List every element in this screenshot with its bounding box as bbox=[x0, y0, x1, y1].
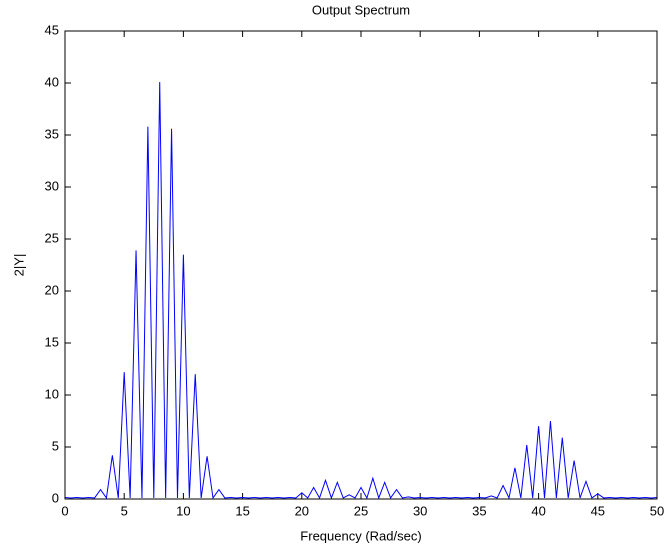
x-tick-label: 20 bbox=[295, 503, 309, 518]
x-tick-label: 45 bbox=[591, 503, 605, 518]
x-tick-label: 40 bbox=[531, 503, 545, 518]
x-tick-label: 0 bbox=[61, 503, 68, 518]
y-tick-label: 15 bbox=[45, 334, 59, 349]
chart-title: Output Spectrum bbox=[312, 2, 410, 17]
y-tick-label: 20 bbox=[45, 282, 59, 297]
x-tick-label: 5 bbox=[121, 503, 128, 518]
x-tick-label: 35 bbox=[472, 503, 486, 518]
y-tick-label: 40 bbox=[45, 74, 59, 89]
x-tick-label: 10 bbox=[176, 503, 190, 518]
y-tick-label: 5 bbox=[52, 438, 59, 453]
y-tick-label: 45 bbox=[45, 22, 59, 37]
x-tick-label: 25 bbox=[354, 503, 368, 518]
y-tick-label: 10 bbox=[45, 386, 59, 401]
y-tick-label: 30 bbox=[45, 178, 59, 193]
x-tick-label: 50 bbox=[650, 503, 664, 518]
data-line bbox=[64, 81, 658, 500]
plot-frame bbox=[64, 30, 658, 500]
y-tick-label: 0 bbox=[52, 490, 59, 505]
x-axis-label: Frequency (Rad/sec) bbox=[300, 528, 421, 543]
x-tick-label: 15 bbox=[235, 503, 249, 518]
y-axis-label: 2|Y| bbox=[11, 254, 26, 277]
y-tick-label: 35 bbox=[45, 126, 59, 141]
plot-area bbox=[65, 31, 657, 499]
x-tick-label: 30 bbox=[413, 503, 427, 518]
y-tick-label: 25 bbox=[45, 230, 59, 245]
